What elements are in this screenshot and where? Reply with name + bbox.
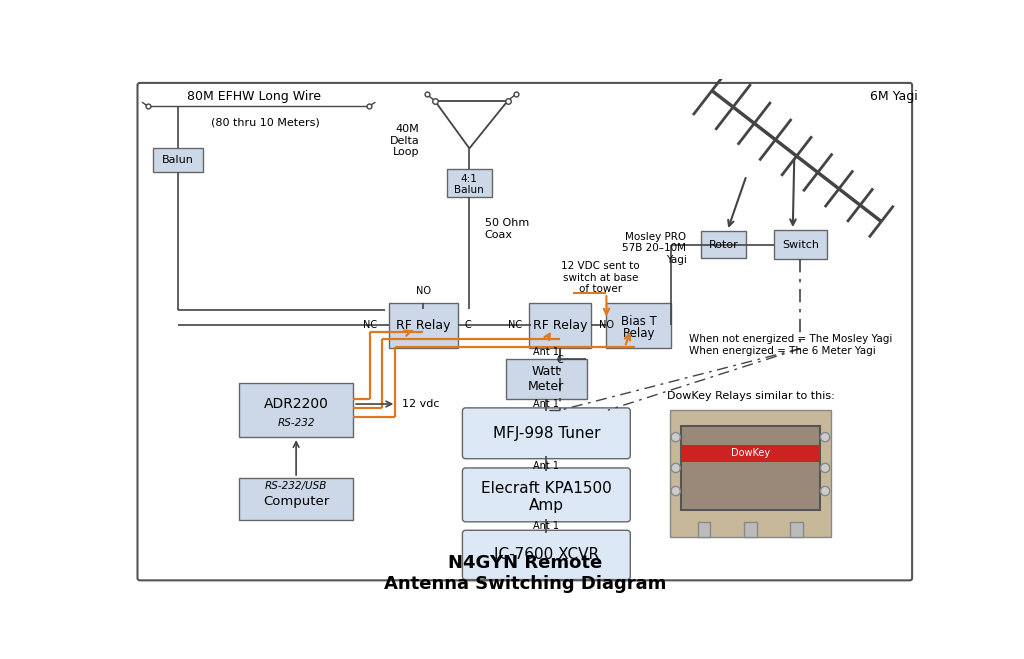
Text: 40M
Delta
Loop: 40M Delta Loop bbox=[389, 124, 419, 158]
Text: 4:1: 4:1 bbox=[461, 174, 478, 184]
Text: Relay: Relay bbox=[623, 327, 655, 339]
Bar bbox=[791, 522, 803, 537]
FancyBboxPatch shape bbox=[463, 468, 631, 522]
Text: RS-232: RS-232 bbox=[278, 418, 314, 428]
Text: DowKey: DowKey bbox=[731, 448, 770, 458]
Text: (80 thru 10 Meters): (80 thru 10 Meters) bbox=[211, 118, 319, 128]
Text: Elecraft KPA1500
Amp: Elecraft KPA1500 Amp bbox=[481, 481, 611, 513]
Text: RF Relay: RF Relay bbox=[532, 319, 588, 332]
Text: RS-232/USB: RS-232/USB bbox=[265, 482, 328, 492]
Circle shape bbox=[820, 486, 829, 496]
Text: C: C bbox=[465, 320, 471, 330]
Bar bbox=[606, 303, 672, 348]
Text: Rotor: Rotor bbox=[709, 240, 738, 250]
Text: 80M EFHW Long Wire: 80M EFHW Long Wire bbox=[186, 90, 321, 103]
Text: Watt
Meter: Watt Meter bbox=[528, 365, 564, 393]
Circle shape bbox=[671, 432, 680, 442]
Circle shape bbox=[820, 432, 829, 442]
Bar bbox=[529, 303, 591, 348]
Text: Computer: Computer bbox=[263, 494, 330, 507]
Text: NC: NC bbox=[508, 320, 521, 330]
Text: N4GYN Remote
Antenna Switching Diagram: N4GYN Remote Antenna Switching Diagram bbox=[384, 554, 666, 593]
Text: ADR2200: ADR2200 bbox=[263, 397, 329, 411]
Bar bbox=[447, 169, 492, 197]
Text: Ant 1: Ant 1 bbox=[534, 521, 559, 531]
FancyBboxPatch shape bbox=[463, 530, 631, 579]
Circle shape bbox=[820, 463, 829, 473]
Text: Ant 1: Ant 1 bbox=[534, 347, 559, 357]
Text: NC: NC bbox=[362, 320, 377, 330]
FancyBboxPatch shape bbox=[463, 408, 631, 459]
Bar bbox=[240, 384, 353, 437]
Text: Bias T: Bias T bbox=[621, 315, 656, 328]
Bar bbox=[681, 426, 819, 510]
Text: 12 vdc: 12 vdc bbox=[402, 399, 440, 409]
Bar bbox=[698, 522, 711, 537]
Text: IC-7600 XCVR: IC-7600 XCVR bbox=[494, 548, 599, 562]
Text: 50 Ohm
Coax: 50 Ohm Coax bbox=[484, 218, 529, 240]
Text: MFJ-998 Tuner: MFJ-998 Tuner bbox=[493, 426, 600, 441]
Bar bbox=[681, 445, 819, 462]
Bar bbox=[773, 230, 827, 259]
Text: Ant 1: Ant 1 bbox=[534, 461, 559, 471]
Text: Balun: Balun bbox=[163, 155, 195, 165]
Text: Balun: Balun bbox=[455, 185, 484, 195]
Bar bbox=[670, 410, 831, 537]
Bar bbox=[744, 522, 757, 537]
Bar bbox=[240, 478, 353, 520]
Text: RF Relay: RF Relay bbox=[396, 319, 451, 332]
FancyBboxPatch shape bbox=[137, 83, 912, 581]
Text: 12 VDC sent to
switch at base
of tower: 12 VDC sent to switch at base of tower bbox=[561, 261, 640, 295]
Bar bbox=[388, 303, 458, 348]
Text: Switch: Switch bbox=[782, 240, 819, 250]
Text: NO: NO bbox=[599, 320, 613, 330]
Bar bbox=[701, 231, 745, 258]
Circle shape bbox=[671, 463, 680, 473]
Text: DowKey Relays similar to this:: DowKey Relays similar to this: bbox=[667, 391, 835, 401]
Text: When not energized = The Mosley Yagi
When energized = The 6 Meter Yagi: When not energized = The Mosley Yagi Whe… bbox=[689, 334, 892, 355]
Text: NO: NO bbox=[416, 286, 431, 296]
Bar bbox=[506, 359, 587, 399]
Circle shape bbox=[671, 486, 680, 496]
Text: 6M Yagi: 6M Yagi bbox=[869, 90, 918, 103]
Text: C: C bbox=[557, 355, 563, 364]
Text: Mosley PRO
57B 20–10M
Yagi: Mosley PRO 57B 20–10M Yagi bbox=[623, 232, 686, 265]
Text: Ant 1: Ant 1 bbox=[534, 399, 559, 409]
Bar bbox=[154, 148, 204, 172]
